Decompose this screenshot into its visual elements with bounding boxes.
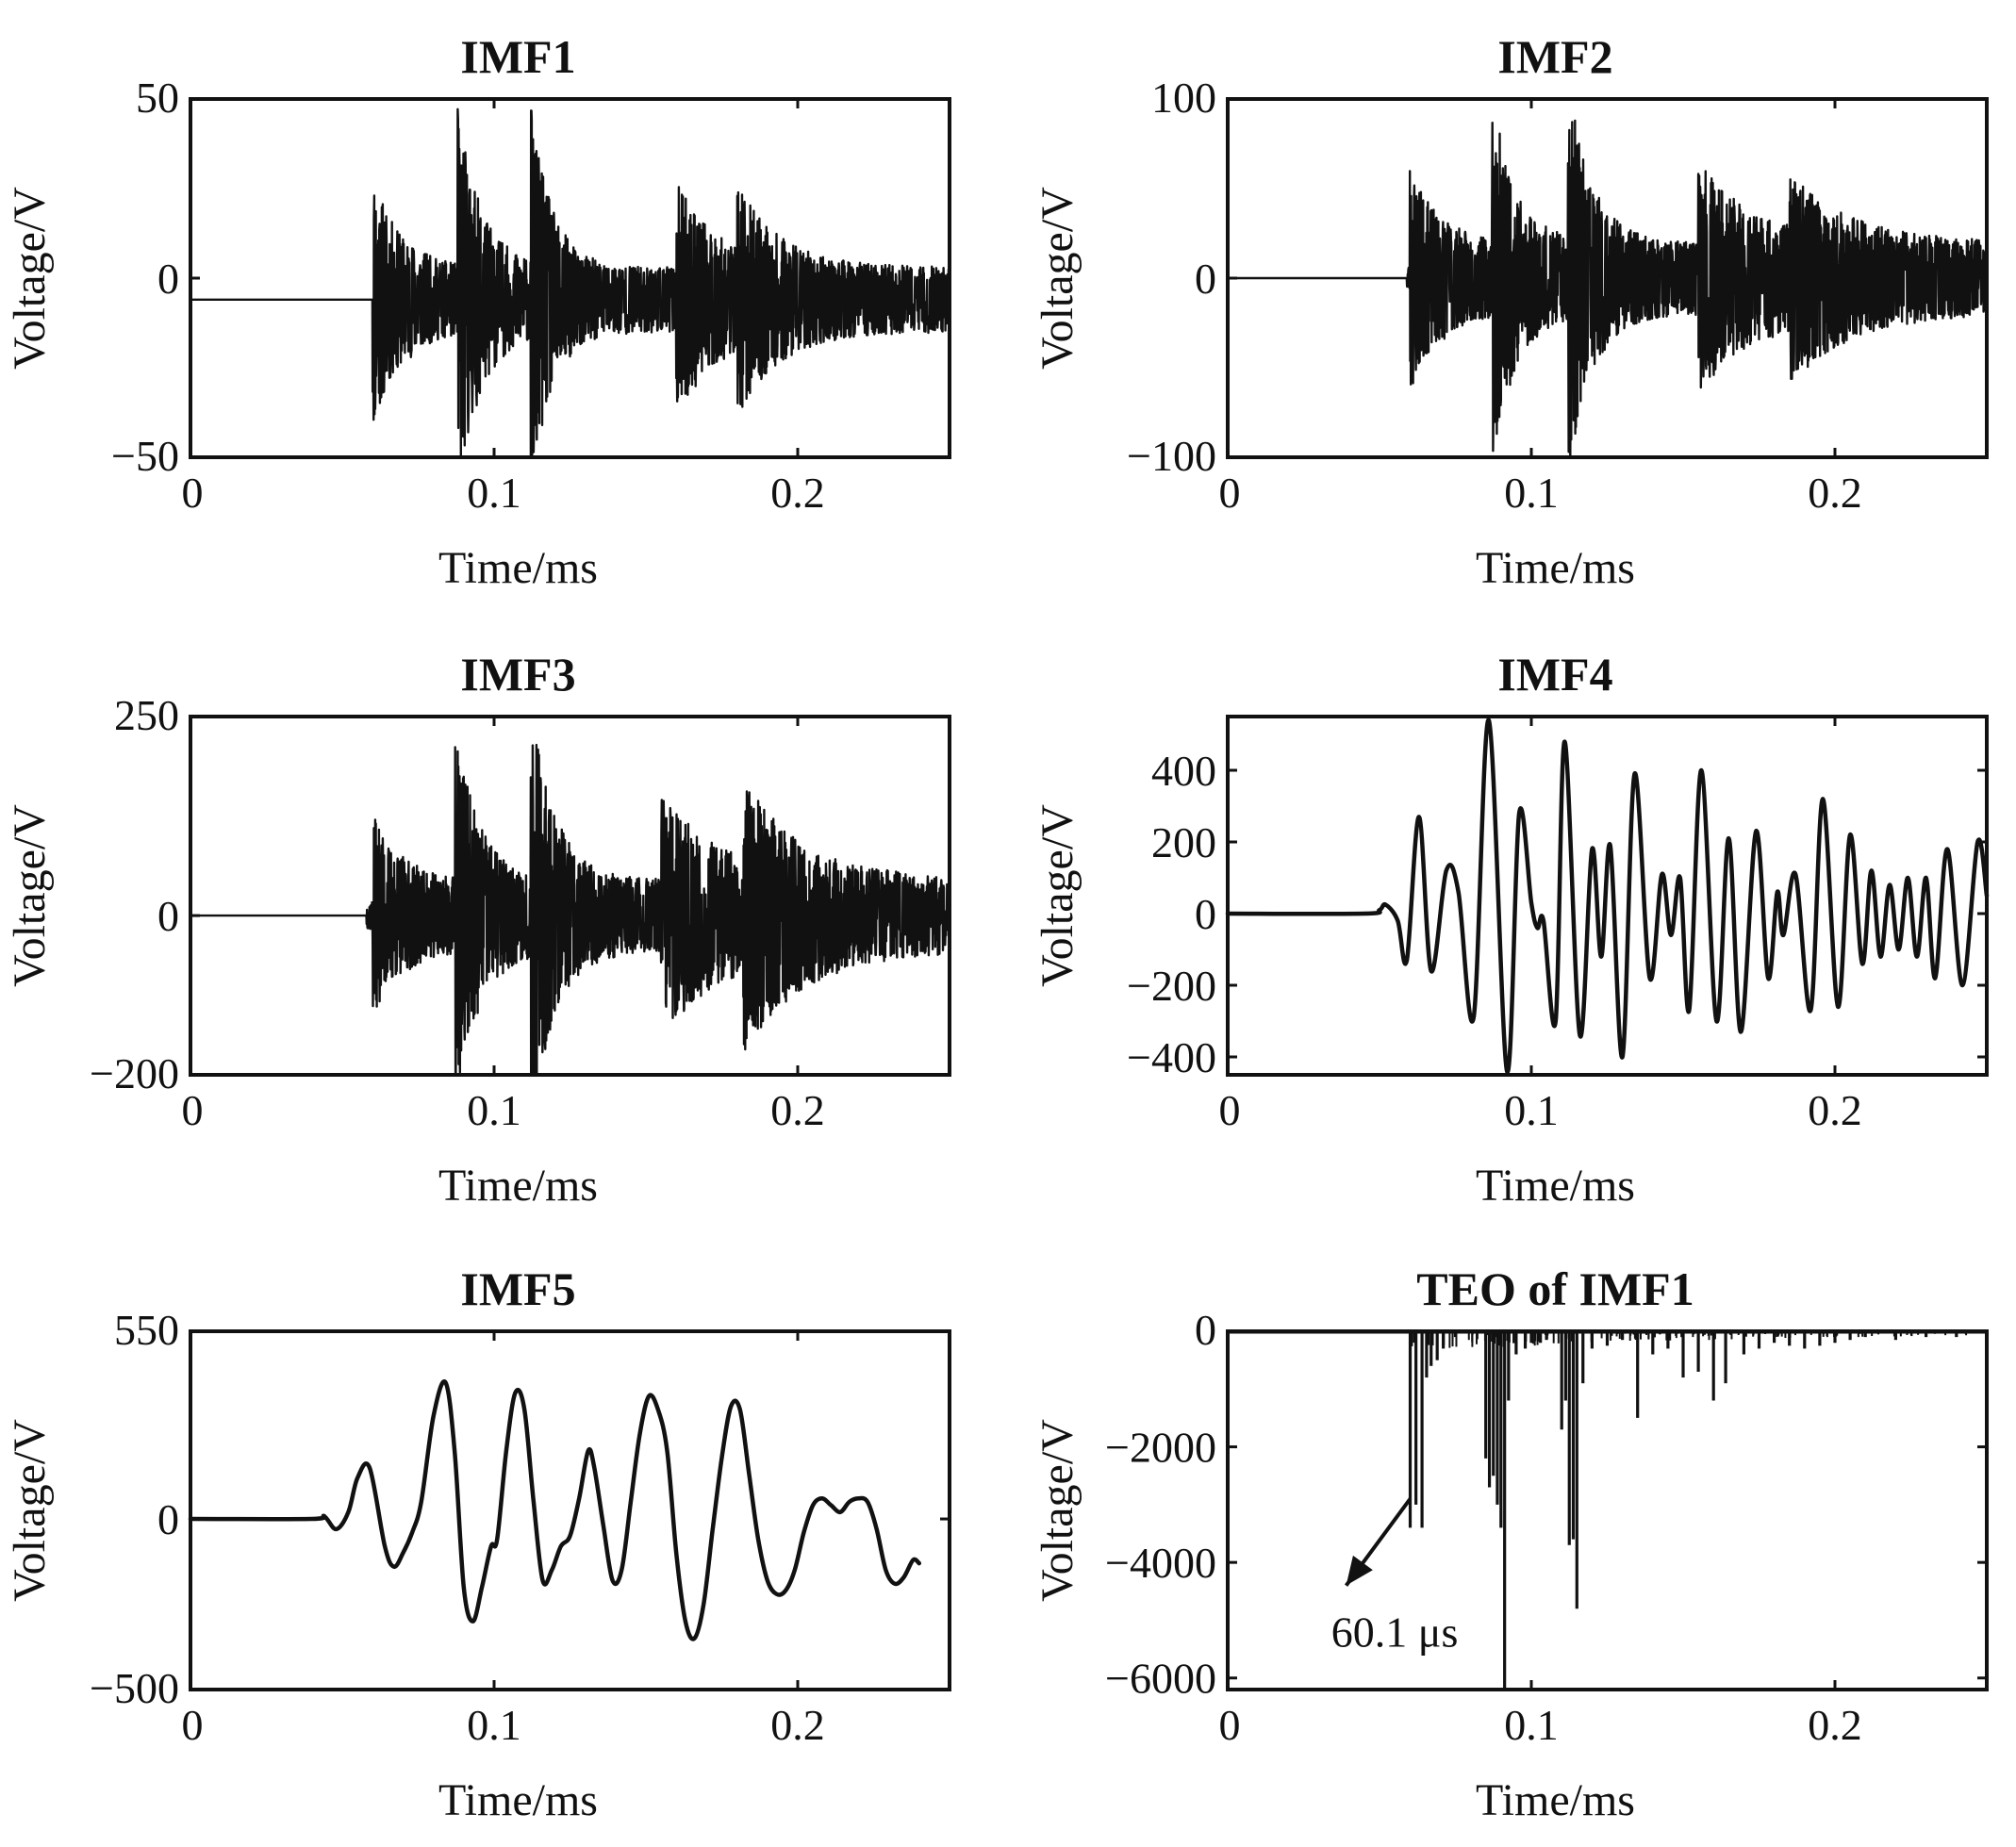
x-tick-label: 0.2 xyxy=(770,469,825,517)
y-tick-label: −4000 xyxy=(1105,1539,1216,1587)
annotation-arrowhead xyxy=(1346,1555,1373,1586)
y-tick-label: −2000 xyxy=(1105,1424,1216,1472)
data-series xyxy=(190,107,951,459)
x-tick-label: 0.2 xyxy=(1808,1701,1862,1749)
x-axis-label: Time/ms xyxy=(1476,543,1635,593)
plot-frame xyxy=(189,1329,951,1691)
y-tick-label: −100 xyxy=(1127,432,1216,480)
y-axis-label: Voltage/V xyxy=(1033,187,1082,370)
x-axis-label: Time/ms xyxy=(1476,1161,1635,1211)
y-axis-label: Voltage/V xyxy=(1033,804,1082,987)
y-axis-label: Voltage/V xyxy=(1033,1419,1082,1602)
y-tick-label: 0 xyxy=(1195,255,1216,303)
chart-title: IMF1 xyxy=(460,30,575,83)
signal-line xyxy=(1227,119,1988,459)
x-tick-label: 0.2 xyxy=(770,1701,825,1749)
y-tick-label: 0 xyxy=(157,255,179,303)
y-tick-label: 400 xyxy=(1151,747,1216,795)
y-tick-label: 550 xyxy=(114,1306,179,1354)
y-tick-label: −50 xyxy=(111,432,179,480)
annotation: 60.1 μs xyxy=(1331,1497,1459,1657)
subplot-4: IMF4 Time/ms Voltage/V 0 0.1 0.2 −400 −200 0 200 4… xyxy=(1033,648,1990,1211)
y-tick-label: −6000 xyxy=(1105,1655,1216,1703)
y-tick-label: 0 xyxy=(157,1495,179,1543)
x-tick-label: 0.1 xyxy=(1504,1086,1559,1134)
y-tick-label: 200 xyxy=(1151,818,1216,866)
chart-title: IMF5 xyxy=(460,1262,575,1315)
signal-line xyxy=(1225,717,1990,1074)
y-tick-label: 0 xyxy=(1195,890,1216,938)
data-series xyxy=(188,1379,922,1641)
y-tick-label: 250 xyxy=(114,691,179,739)
signal-line xyxy=(190,743,951,1077)
data-series xyxy=(1227,119,1988,459)
plot-frame xyxy=(1226,1329,1989,1691)
x-tick-label: 0.2 xyxy=(1808,1086,1862,1134)
y-tick-label: −400 xyxy=(1127,1033,1216,1081)
data-series xyxy=(190,743,951,1077)
x-tick-label: 0 xyxy=(182,1701,204,1749)
x-tick-label: 0 xyxy=(182,469,204,517)
data-series xyxy=(1225,717,1990,1074)
y-tick-label: 0 xyxy=(157,892,179,940)
plot-frame xyxy=(189,715,951,1077)
signal-line xyxy=(190,107,951,459)
x-axis-label: Time/ms xyxy=(438,1161,598,1211)
y-tick-label: 100 xyxy=(1151,74,1216,122)
x-tick-label: 0 xyxy=(182,1086,204,1134)
y-axis-label: Voltage/V xyxy=(5,187,55,370)
x-axis-label: Time/ms xyxy=(438,1775,598,1825)
x-tick-label: 0.1 xyxy=(467,1701,521,1749)
x-tick-label: 0.1 xyxy=(1504,469,1559,517)
y-tick-label: −500 xyxy=(90,1664,179,1712)
chart-title: IMF4 xyxy=(1497,648,1612,701)
x-tick-label: 0.1 xyxy=(467,1086,521,1134)
x-tick-label: 0 xyxy=(1219,1701,1241,1749)
subplot-6: TEO of IMF1 Time/ms Voltage/V 60.1 μs 0 0.1 0.… xyxy=(1033,1262,1989,1825)
annotation-label: 60.1 μs xyxy=(1331,1608,1459,1657)
y-axis-label: Voltage/V xyxy=(5,1419,55,1602)
y-tick-label: 0 xyxy=(1195,1306,1216,1354)
y-axis-label: Voltage/V xyxy=(5,804,55,987)
x-tick-label: 0.1 xyxy=(1504,1701,1559,1749)
chart-title: IMF2 xyxy=(1497,30,1612,83)
x-axis-label: Time/ms xyxy=(438,543,598,593)
chart-title: TEO of IMF1 xyxy=(1416,1262,1694,1315)
y-tick-label: −200 xyxy=(1127,962,1216,1010)
signal-line xyxy=(188,1379,922,1641)
x-axis-label: Time/ms xyxy=(1476,1775,1635,1825)
x-tick-label: 0 xyxy=(1219,469,1241,517)
chart-title: IMF3 xyxy=(460,648,575,701)
x-tick-label: 0 xyxy=(1219,1086,1241,1134)
x-tick-label: 0.2 xyxy=(770,1086,825,1134)
y-tick-label: −200 xyxy=(90,1049,179,1097)
y-tick-label: 50 xyxy=(136,74,179,122)
x-tick-label: 0.2 xyxy=(1808,469,1862,517)
plot-frame xyxy=(1226,715,1989,1077)
x-tick-label: 0.1 xyxy=(467,469,521,517)
